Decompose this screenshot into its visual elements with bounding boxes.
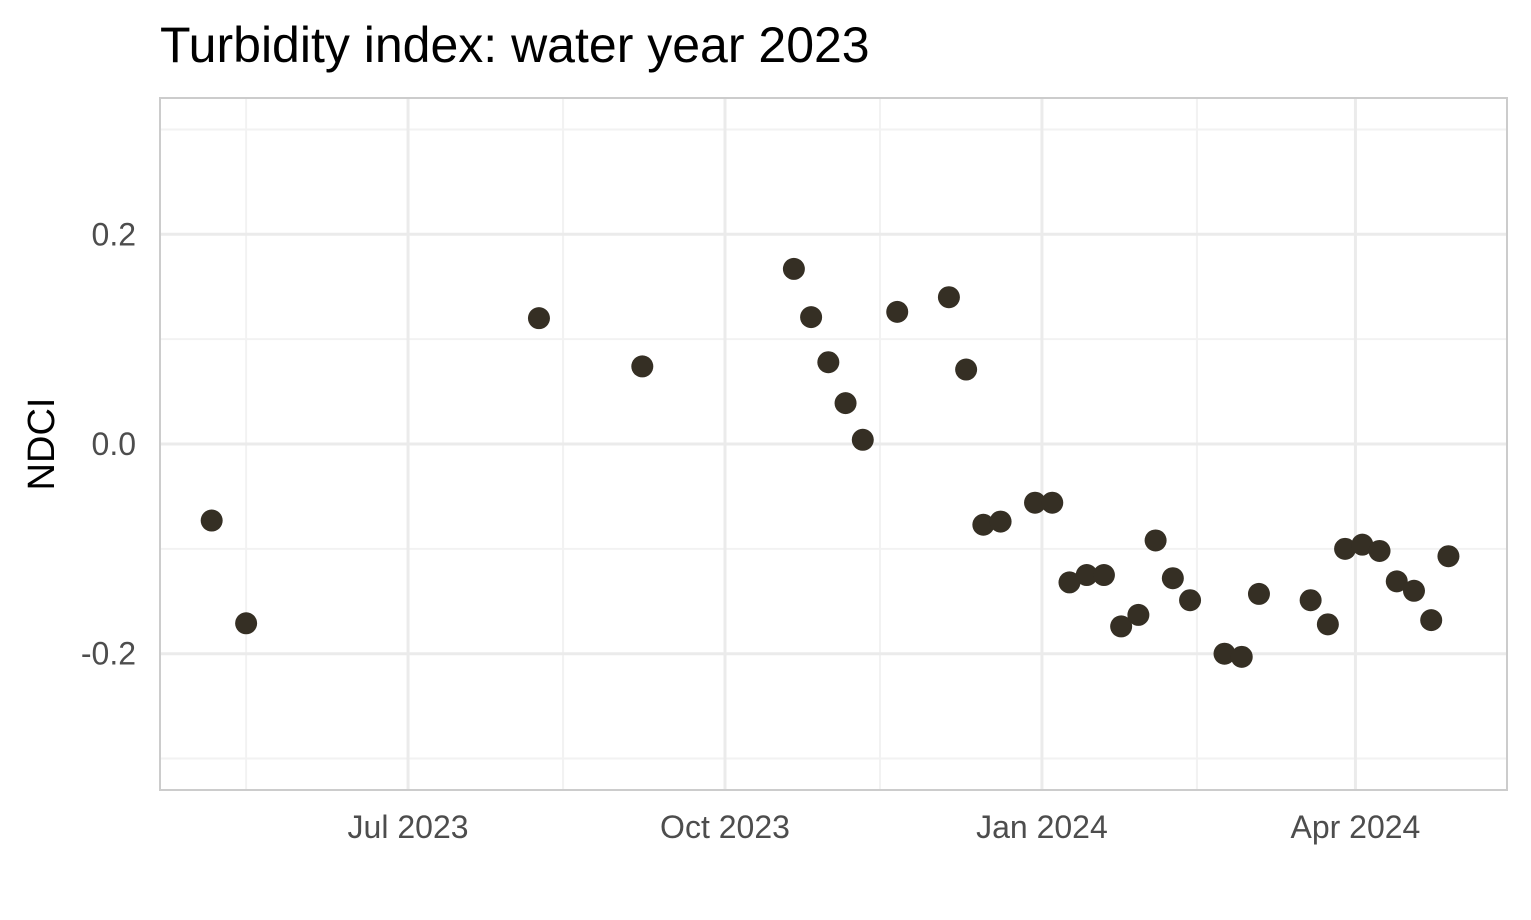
plot-panel-border: [159, 97, 1508, 791]
y-tick-label-0: 0.2: [92, 216, 136, 252]
data-point: [235, 612, 258, 635]
y-tick-label-2: -0.2: [81, 636, 136, 672]
y-tick-label-1: 0.0: [92, 426, 136, 462]
data-point: [200, 509, 223, 532]
data-point: [1247, 582, 1270, 605]
data-point: [527, 307, 550, 330]
data-point: [631, 355, 654, 378]
data-point: [972, 513, 995, 536]
x-tick-label-1: Oct 2023: [660, 809, 790, 845]
data-point: [1041, 491, 1064, 514]
x-tick-label-2: Jan 2024: [976, 809, 1108, 845]
chart-title: Turbidity index: water year 2023: [160, 17, 870, 73]
data-point: [955, 358, 978, 381]
data-point: [1385, 570, 1408, 593]
data-point: [1024, 491, 1047, 514]
x-tick-label-3: Apr 2024: [1290, 809, 1420, 845]
data-point: [834, 392, 857, 415]
data-point: [1230, 645, 1253, 668]
data-point: [937, 286, 960, 309]
x-axis-tick-labels: Jul 2023 Oct 2023 Jan 2024 Apr 2024: [348, 809, 1421, 845]
y-axis-tick-labels: 0.2 0.0 -0.2: [81, 216, 136, 671]
data-points: [200, 257, 1460, 668]
y-axis-title: NDCI: [21, 398, 63, 491]
data-point: [1127, 603, 1150, 626]
data-point: [1437, 545, 1460, 568]
data-point: [1351, 533, 1374, 556]
data-point: [1213, 642, 1236, 665]
data-point: [1179, 589, 1202, 612]
data-point: [1161, 567, 1184, 590]
data-point: [1092, 564, 1115, 587]
data-point: [1402, 579, 1425, 602]
data-point: [782, 257, 805, 280]
data-point: [1368, 539, 1391, 562]
data-point: [1334, 537, 1357, 560]
major-gridlines: [160, 98, 1507, 790]
data-point: [1420, 609, 1443, 632]
data-point: [989, 510, 1012, 533]
data-point: [800, 306, 823, 329]
data-point: [851, 428, 874, 451]
data-point: [1075, 564, 1098, 587]
data-point: [1316, 613, 1339, 636]
data-point: [1299, 589, 1322, 612]
data-point: [1144, 529, 1167, 552]
data-point: [1110, 615, 1133, 638]
x-tick-label-0: Jul 2023: [348, 809, 469, 845]
data-point: [1058, 571, 1081, 594]
data-point: [817, 351, 840, 374]
data-point: [886, 300, 909, 323]
